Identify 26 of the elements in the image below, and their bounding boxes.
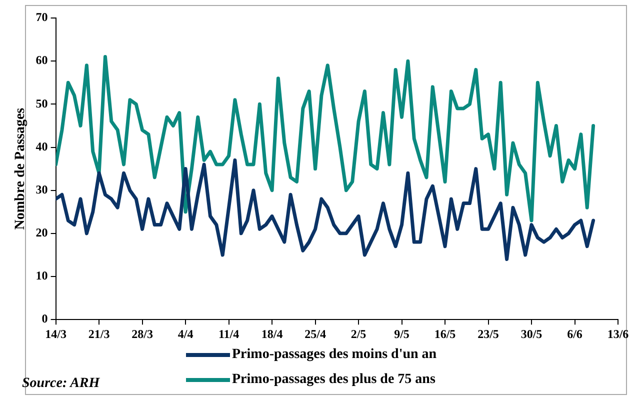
x-tick-label: 9/5	[394, 326, 410, 341]
x-tick-label: 30/5	[520, 326, 542, 341]
y-tick-label: 40	[36, 139, 48, 154]
y-tick-label: 60	[36, 53, 48, 68]
x-tick-label: 13/6	[607, 326, 629, 341]
y-tick-label: 70	[36, 10, 48, 24]
x-tick-label: 6/6	[567, 326, 582, 341]
y-tick-label: 50	[36, 96, 48, 110]
x-tick-label: 14/3	[45, 326, 66, 341]
x-tick-label: 21/3	[88, 326, 110, 341]
y-tick-label: 10	[36, 268, 48, 283]
legend-label: Primo-passages des plus de 75 ans	[232, 372, 436, 388]
source-note: Source: ARH	[22, 376, 100, 392]
x-tick-label: 16/5	[434, 326, 456, 341]
y-tick-label: 20	[36, 226, 48, 240]
legend-label: Primo-passages des moins d'un an	[232, 346, 437, 362]
x-tick-label: 25/4	[304, 326, 326, 341]
y-tick-label: 30	[36, 182, 48, 196]
y-tick-label: 0	[42, 312, 48, 326]
x-tick-label: 18/4	[261, 326, 283, 341]
x-tick-label: 11/4	[218, 326, 240, 341]
x-tick-label: 2/5	[350, 326, 366, 341]
x-tick-label: 28/3	[132, 326, 153, 341]
y-axis-title: Nombre de Passages	[13, 107, 28, 230]
x-tick-label: 23/5	[478, 326, 499, 341]
x-tick-label: 4/4	[178, 326, 194, 341]
